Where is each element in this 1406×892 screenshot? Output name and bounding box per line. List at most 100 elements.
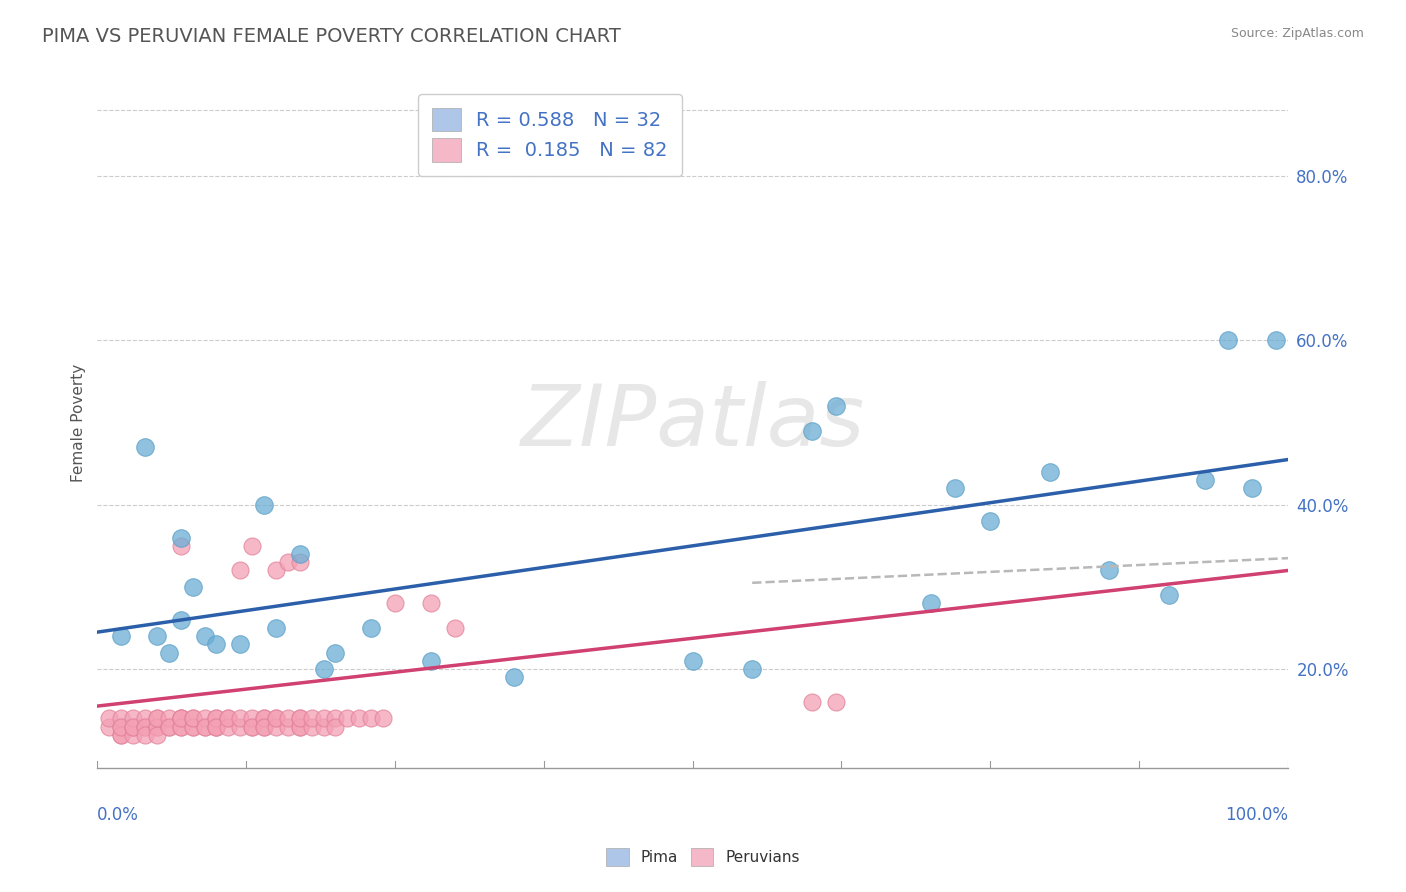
Point (170, 720, 193, 734)
Point (98, 720, 121, 734)
Point (419, 654, 441, 668)
Point (110, 720, 132, 734)
Point (122, 711, 145, 725)
Point (277, 720, 299, 734)
Point (240, 720, 263, 734)
Point (110, 629, 132, 643)
Point (288, 711, 311, 725)
Point (264, 564, 287, 578)
Point (979, 514, 1001, 528)
Point (384, 596, 406, 610)
Point (134, 728, 156, 742)
Point (181, 711, 204, 725)
Point (134, 720, 156, 734)
Point (325, 646, 347, 660)
Point (1218, 334, 1240, 348)
Point (264, 711, 287, 725)
Point (336, 711, 359, 725)
Point (146, 720, 169, 734)
Point (157, 720, 180, 734)
Point (146, 720, 169, 734)
Point (181, 720, 204, 734)
Text: ZIPatlas: ZIPatlas (520, 381, 865, 464)
Point (1098, 564, 1121, 578)
Point (229, 711, 252, 725)
Point (146, 728, 169, 742)
Point (312, 720, 335, 734)
Point (503, 670, 526, 684)
Legend: R = 0.588   N = 32, R =  0.185   N = 82: R = 0.588 N = 32, R = 0.185 N = 82 (418, 94, 682, 176)
Point (824, 399, 846, 413)
Point (824, 695, 846, 709)
Point (110, 728, 132, 742)
Point (193, 720, 215, 734)
Point (312, 711, 335, 725)
Point (325, 720, 347, 734)
Point (253, 720, 276, 734)
Point (205, 637, 228, 651)
Point (277, 555, 299, 569)
Point (193, 629, 215, 643)
Point (134, 440, 156, 454)
Point (157, 646, 180, 660)
Point (122, 720, 145, 734)
Point (205, 711, 228, 725)
Point (157, 711, 180, 725)
Point (229, 564, 252, 578)
Point (134, 720, 156, 734)
Point (419, 596, 441, 610)
Y-axis label: Female Poverty: Female Poverty (72, 363, 86, 482)
Point (288, 555, 311, 569)
Point (134, 711, 156, 725)
Point (741, 662, 763, 676)
Point (443, 621, 465, 635)
Point (264, 621, 287, 635)
Text: 100.0%: 100.0% (1225, 805, 1288, 823)
Point (301, 711, 323, 725)
Point (682, 654, 704, 668)
Point (217, 711, 239, 725)
Point (205, 720, 228, 734)
Point (122, 720, 145, 734)
Point (181, 720, 204, 734)
Point (253, 711, 276, 725)
Point (264, 720, 287, 734)
Point (253, 720, 276, 734)
Point (170, 720, 193, 734)
Point (301, 720, 323, 734)
Point (312, 662, 335, 676)
Point (98, 711, 121, 725)
Point (1241, 481, 1264, 495)
Point (170, 613, 193, 627)
Point (943, 481, 966, 495)
Point (253, 711, 276, 725)
Point (229, 720, 252, 734)
Point (157, 720, 180, 734)
Point (181, 711, 204, 725)
Text: PIMA VS PERUVIAN FEMALE POVERTY CORRELATION CHART: PIMA VS PERUVIAN FEMALE POVERTY CORRELAT… (42, 27, 621, 45)
Point (193, 711, 215, 725)
Point (240, 539, 263, 553)
Point (217, 711, 239, 725)
Point (253, 498, 276, 512)
Point (240, 720, 263, 734)
Point (360, 711, 382, 725)
Point (800, 424, 823, 438)
Point (240, 711, 263, 725)
Point (122, 728, 145, 742)
Point (264, 711, 287, 725)
Point (1157, 588, 1180, 602)
Point (1194, 473, 1216, 487)
Point (229, 637, 252, 651)
Point (110, 728, 132, 742)
Point (371, 711, 394, 725)
Point (170, 711, 193, 725)
Point (146, 711, 169, 725)
Point (110, 711, 132, 725)
Point (205, 720, 228, 734)
Point (800, 695, 823, 709)
Point (360, 621, 382, 635)
Point (110, 720, 132, 734)
Text: Source: ZipAtlas.com: Source: ZipAtlas.com (1230, 27, 1364, 40)
Point (193, 720, 215, 734)
